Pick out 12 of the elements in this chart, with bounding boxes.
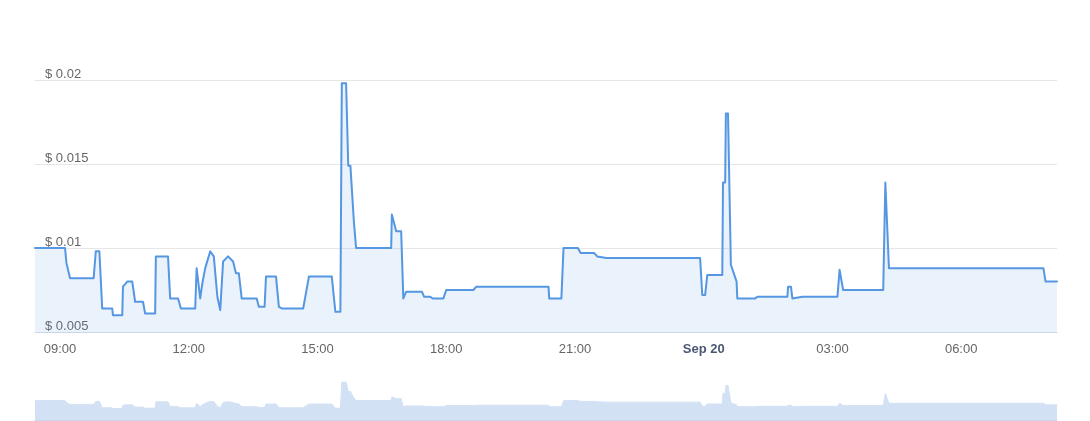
y-tick-label: $ 0.005 bbox=[45, 318, 89, 333]
y-tick-label: $ 0.02 bbox=[45, 66, 82, 81]
x-tick-label: 06:00 bbox=[944, 341, 978, 356]
x-tick-label: Sep 20 bbox=[682, 341, 725, 356]
x-tick-label: 12:00 bbox=[172, 341, 206, 356]
x-tick-label: 03:00 bbox=[816, 341, 849, 356]
x-tick-label: 21:00 bbox=[558, 341, 592, 356]
y-tick-label: $ 0.015 bbox=[45, 150, 89, 165]
y-tick-label: $ 0.01 bbox=[45, 234, 82, 249]
x-tick-label: 09:00 bbox=[43, 341, 77, 356]
x-tick-label: 18:00 bbox=[429, 341, 463, 356]
x-tick-label: 15:00 bbox=[301, 341, 334, 356]
